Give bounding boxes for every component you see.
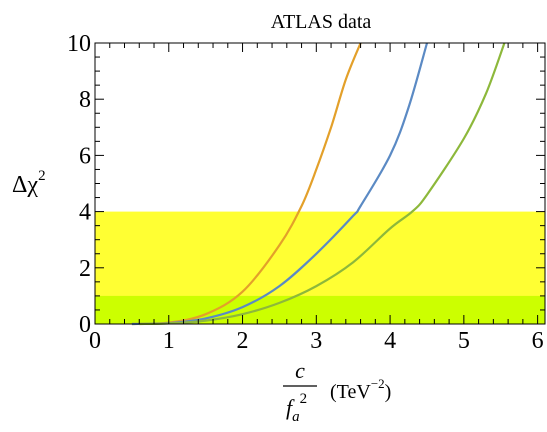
y-tick-label: 8	[79, 87, 91, 113]
x-axis-label: c fa2 (TeV−2)	[283, 358, 391, 425]
x-axis-label-denominator-f: f	[286, 395, 295, 420]
x-axis-label-denominator-sub: a	[292, 409, 300, 425]
x-axis-label-unit-sup: −2	[371, 376, 385, 391]
x-tick-label: 0	[89, 328, 101, 354]
series-line-1	[131, 42, 429, 326]
x-axis-label-unit-open: (TeV	[330, 381, 371, 403]
y-tick-label: 10	[67, 31, 91, 57]
y-axis-label-sup: 2	[38, 168, 46, 184]
x-tick-label: 1	[163, 328, 175, 354]
y-tick-label: 0	[79, 312, 91, 338]
y-tick-label: 2	[79, 256, 91, 282]
y-axis-label-base: Δχ	[12, 172, 38, 198]
y-tick-label: 4	[79, 200, 91, 226]
series-curves	[131, 42, 506, 326]
chart-title: ATLAS data	[271, 11, 372, 33]
y-tick-label: 6	[79, 143, 91, 169]
x-axis-label-unit: (TeV−2)	[330, 376, 391, 403]
x-tick-label: 6	[532, 328, 544, 354]
x-tick-label: 5	[458, 328, 470, 354]
axis-ticks	[94, 42, 545, 325]
x-axis-label-denominator-sup: 2	[300, 391, 308, 407]
confidence-bands	[95, 211, 545, 324]
band-1	[95, 295, 545, 324]
x-axis-label-denominator: fa2	[286, 391, 307, 425]
x-axis-label-numerator: c	[295, 358, 305, 383]
x-axis-label-unit-close: )	[385, 381, 392, 403]
series-line-0	[131, 42, 362, 326]
x-tick-label: 3	[310, 328, 322, 354]
y-axis-label: Δχ2	[12, 168, 46, 198]
axis-tick-labels: 0 1 2 3 4 5 6 0 2 4 6 8 10	[67, 31, 544, 354]
x-tick-label: 4	[384, 328, 396, 354]
series-line-2	[139, 42, 506, 326]
x-tick-label: 2	[237, 328, 249, 354]
